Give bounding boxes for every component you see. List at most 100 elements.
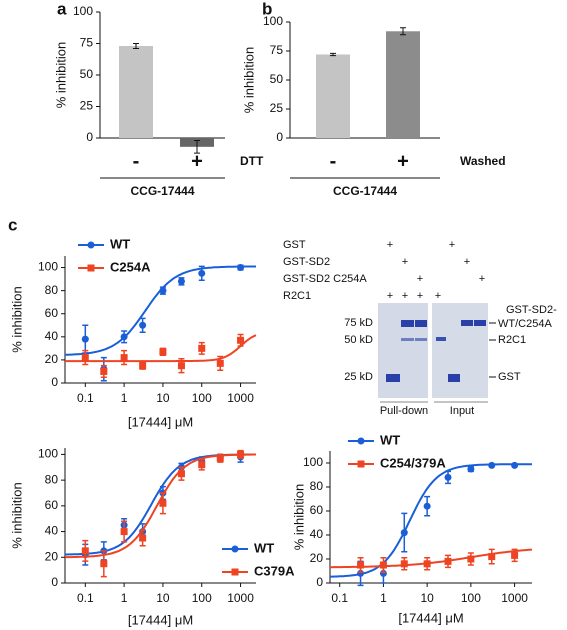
y-tick-label: 0 [316,575,323,589]
y-tick-label: 60 [310,503,324,517]
marker [120,354,128,362]
x-axis-label: [17444] μM [398,610,463,625]
marker [357,561,365,569]
gel-band-label: WT/C254A [498,318,552,330]
legend-marker [87,264,95,272]
marker [488,553,496,561]
x-tick-label: 0.1 [77,391,94,405]
error-bar [330,52,336,57]
marker [81,335,89,343]
error-bar [133,43,139,50]
legend-label: WT [380,432,400,447]
marker [177,470,185,478]
x-axis-label: Washed [460,154,506,168]
marker [81,354,89,362]
x-axis-label: [17444] μM [128,612,193,627]
x-tick-label: 1000 [501,591,528,605]
x-tick-label: 1 [380,591,387,605]
gel-row-label: GST [283,239,306,251]
marker [139,534,147,542]
marker [379,561,387,569]
fit-curve [65,265,256,356]
x-tick-label: 100 [192,391,212,405]
marker [100,367,108,375]
error-bar [194,140,200,154]
bar [119,46,153,138]
gel-band-label: GST-SD2- [506,304,557,316]
gel-plus: + [417,273,423,285]
marker [139,362,147,370]
legend-marker [357,460,365,468]
legend-marker [357,437,365,445]
legend-label: WT [110,236,130,251]
marker [400,560,408,568]
gel-plus: + [417,290,423,302]
gel-marker: 75 kD [344,317,373,329]
gel-row-label: R2C1 [283,290,311,302]
marker [237,450,245,458]
marker [120,333,128,341]
y-tick-label: 100 [38,447,58,461]
gel-plus: + [402,290,408,302]
error-bar [400,27,406,36]
y-tick-label: 100 [38,260,58,274]
bar [386,31,420,139]
y-axis-label: % inhibition [9,482,24,549]
marker [237,264,245,272]
x-tick-label: 1000 [227,591,254,605]
x-tick-label: 100 [461,591,481,605]
gel-row-label: GST-SD2 C254A [283,273,367,285]
y-tick-label: 50 [80,67,94,81]
y-tick-label: 20 [45,549,59,563]
marker [81,547,89,555]
marker [511,551,519,559]
y-tick-label: 60 [45,306,59,320]
x-tick-label: + [397,150,409,172]
y-tick-label: 80 [310,479,324,493]
x-tick-label: 1000 [227,391,254,405]
y-tick-label: 40 [45,329,59,343]
x-tick-label: + [191,150,203,172]
y-tick-label: 40 [45,524,59,538]
gel-plus: + [464,256,470,268]
gel-plus: + [387,290,393,302]
marker [177,277,185,285]
group-label: CCG-17444 [130,184,194,198]
y-tick-label: 20 [310,551,324,565]
y-tick-label: 100 [263,14,283,28]
marker [423,502,431,510]
marker [159,499,167,507]
y-tick-label: 25 [270,101,284,115]
marker [488,461,496,469]
marker [237,336,245,344]
x-tick-label: 100 [192,591,212,605]
panel-letter: a [57,0,67,18]
legend-label: WT [254,540,274,555]
marker [100,560,108,568]
gel-plus: + [435,290,441,302]
x-tick-label: 0.1 [77,591,94,605]
gel-section-label: Input [450,405,474,417]
x-tick-label: 0.1 [331,591,348,605]
marker [198,269,206,277]
x-tick-label: 10 [420,591,434,605]
x-tick-label: - [330,150,337,172]
y-tick-label: 0 [51,575,58,589]
bar [316,54,350,139]
gel-band-label: R2C1 [498,334,526,346]
x-tick-label: - [133,150,140,172]
y-tick-label: 0 [86,130,93,144]
y-tick-label: 50 [270,72,284,86]
y-tick-label: 40 [310,527,324,541]
legend-marker [87,241,95,249]
panel-letter: c [8,215,17,234]
marker [198,344,206,352]
x-tick-label: 10 [156,391,170,405]
gel-plus: + [479,273,485,285]
y-tick-label: 60 [45,498,59,512]
marker [216,454,224,462]
marker [198,461,206,469]
marker [423,560,431,568]
gel-plus: + [449,239,455,251]
